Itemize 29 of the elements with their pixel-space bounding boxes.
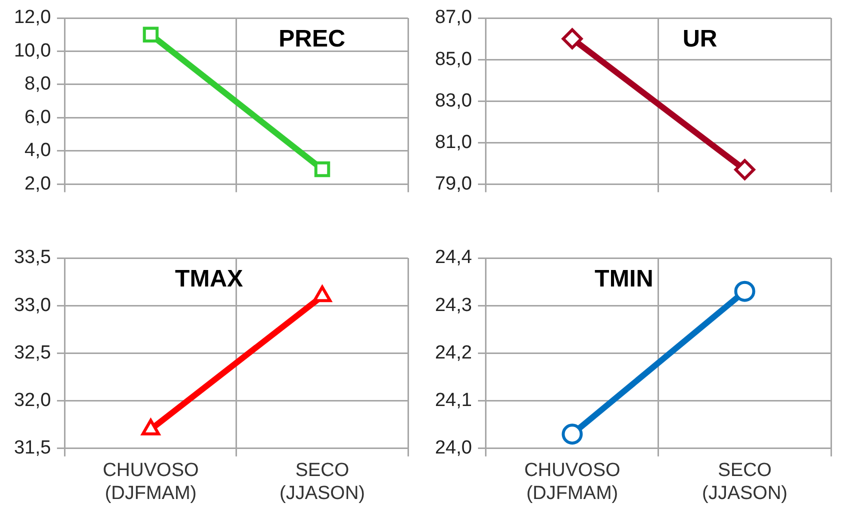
chart-title: PREC [278, 26, 346, 53]
y-tick-label: 81,0 [434, 132, 472, 153]
y-tick-label: 24,4 [434, 247, 472, 268]
x-tick-label: SECO (JJASON) [279, 460, 365, 504]
y-tick-label: 10,0 [14, 40, 51, 62]
y-tick-label: 79,0 [434, 173, 472, 194]
y-tick-label: 87,0 [434, 7, 472, 28]
y-tick-label: 24,0 [434, 438, 472, 459]
x-tick-label: CHUVOSO (DJFMAM) [524, 460, 620, 504]
y-tick-label: 32,0 [14, 390, 51, 412]
y-tick-label: 31,5 [14, 438, 51, 459]
y-tick-label: 24,2 [434, 342, 472, 364]
y-tick-label: 4,0 [24, 140, 51, 162]
y-tick-label: 8,0 [24, 74, 51, 95]
y-tick-label: 12,0 [14, 7, 51, 28]
x-tick-label: CHUVOSO (DJFMAM) [102, 460, 199, 504]
y-tick-label: 85,0 [434, 48, 472, 70]
y-tick-label: 33,5 [14, 247, 51, 268]
chart-title: UR [682, 26, 718, 53]
y-tick-label: 6,0 [24, 106, 51, 128]
chart-title: TMIN [594, 266, 654, 293]
y-tick-label: 83,0 [434, 90, 472, 112]
y-tick-label: 24,3 [434, 294, 472, 316]
y-tick-label: 33,0 [14, 294, 51, 316]
y-tick-label: 32,5 [14, 342, 51, 364]
x-tick-label: SECO (JJASON) [702, 460, 788, 504]
y-tick-label: 2,0 [24, 173, 51, 194]
chart-title: TMAX [175, 266, 244, 293]
y-tick-label: 24,1 [434, 390, 472, 412]
